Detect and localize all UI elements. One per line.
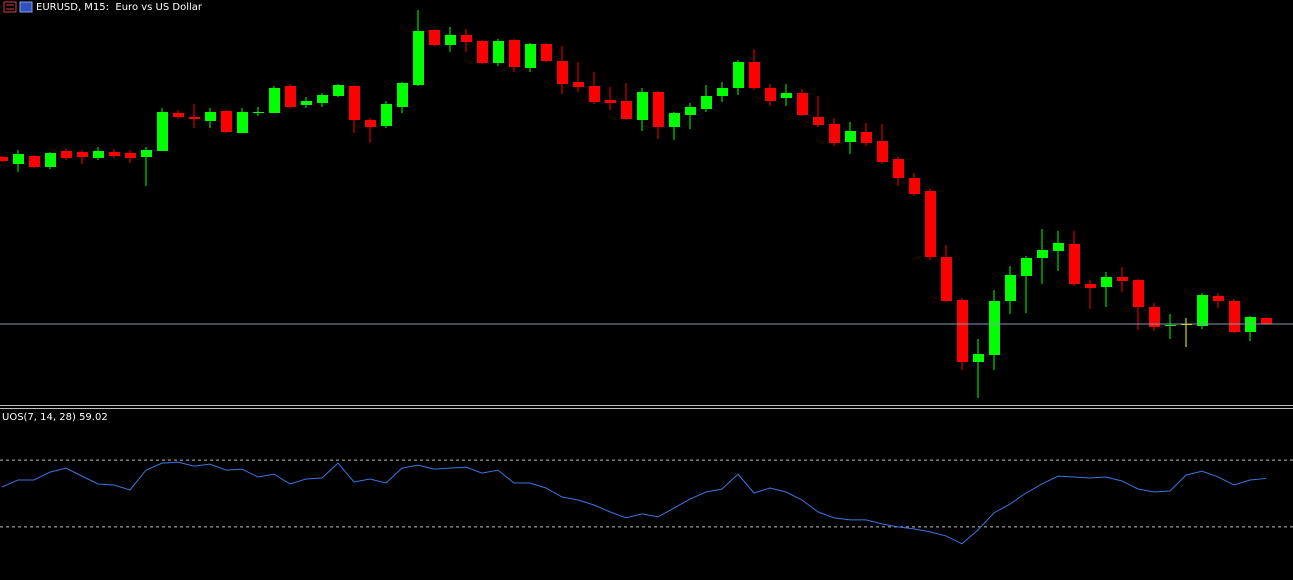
candle-body <box>317 95 328 103</box>
candle-body <box>957 300 968 362</box>
candle-body <box>173 113 184 117</box>
candle-body <box>477 41 488 63</box>
chart-title: EURUSD, M15: Euro vs US Dollar <box>36 2 203 13</box>
candle-body <box>269 88 280 113</box>
candle-body <box>765 88 776 101</box>
candle-body <box>45 153 56 167</box>
candle-body <box>253 112 264 113</box>
candle-body <box>1261 318 1272 324</box>
candle-body <box>1229 301 1240 332</box>
candle-body <box>573 82 584 87</box>
candle-body <box>93 151 104 158</box>
candle-body <box>13 154 24 164</box>
candle-body <box>605 100 616 103</box>
candle-body <box>1069 244 1080 284</box>
candle-body <box>157 112 168 151</box>
candle-body <box>381 104 392 126</box>
candle-body <box>1133 280 1144 307</box>
candle-body <box>877 141 888 162</box>
candle-body <box>493 41 504 63</box>
candle-body <box>365 120 376 127</box>
candle-body <box>125 153 136 158</box>
candle-body <box>525 44 536 68</box>
candle-body <box>909 178 920 194</box>
candle-body <box>109 152 120 156</box>
candle-body <box>1117 277 1128 281</box>
candle-body <box>797 93 808 115</box>
candle-body <box>845 131 856 142</box>
candle-body <box>77 152 88 157</box>
candle-body <box>861 132 872 143</box>
candle-body <box>1149 307 1160 327</box>
candle-body <box>925 191 936 257</box>
candle-body <box>1213 296 1224 301</box>
candle-body <box>221 111 232 132</box>
indicator-line <box>1 461 1267 545</box>
candle-body <box>941 257 952 301</box>
candle-body <box>61 151 72 158</box>
icon <box>3 1 17 13</box>
candle-body <box>637 92 648 120</box>
candle-body <box>205 112 216 121</box>
candle-body <box>893 159 904 178</box>
candle-body <box>1197 295 1208 326</box>
candle-body <box>717 88 728 96</box>
candle-body <box>445 35 456 45</box>
indicator-label: UOS(7, 14, 28) 59.02 <box>2 412 108 423</box>
indicator-value: 59.02 <box>79 412 108 423</box>
candle-body <box>189 117 200 119</box>
candle-body <box>1101 277 1112 287</box>
candle-body <box>781 93 792 98</box>
candle-body <box>1053 243 1064 251</box>
candle-body <box>701 96 712 109</box>
candle-body <box>429 30 440 45</box>
candle-body <box>557 61 568 84</box>
candle-body <box>301 101 312 105</box>
candle-body <box>541 44 552 61</box>
candle-body <box>1005 275 1016 301</box>
icon <box>19 1 33 13</box>
candle-body <box>0 157 8 161</box>
candle-body <box>285 86 296 107</box>
indicator-name: UOS(7, 14, 28) <box>2 412 76 423</box>
candle-body <box>397 83 408 107</box>
candle-body <box>989 301 1000 355</box>
candle-body <box>237 112 248 133</box>
candle-body <box>461 35 472 42</box>
window-icons <box>3 1 33 13</box>
candle-body <box>813 117 824 125</box>
candle-body <box>733 62 744 88</box>
candle-body <box>141 150 152 157</box>
candle-body <box>973 354 984 362</box>
candle-body <box>589 86 600 102</box>
candle-body <box>653 92 664 127</box>
candle-body <box>1037 250 1048 258</box>
candle-body <box>333 85 344 96</box>
candle-body <box>749 62 760 88</box>
candle-body <box>1021 258 1032 276</box>
candle-body <box>685 107 696 115</box>
candle-body <box>621 101 632 119</box>
candle-body <box>1085 284 1096 288</box>
candle-body <box>669 113 680 127</box>
candle-body <box>413 31 424 85</box>
candle-body <box>349 86 360 120</box>
candle-body <box>829 124 840 143</box>
candle-body <box>1165 325 1176 326</box>
candle-body <box>509 40 520 67</box>
candle-body <box>29 156 40 167</box>
